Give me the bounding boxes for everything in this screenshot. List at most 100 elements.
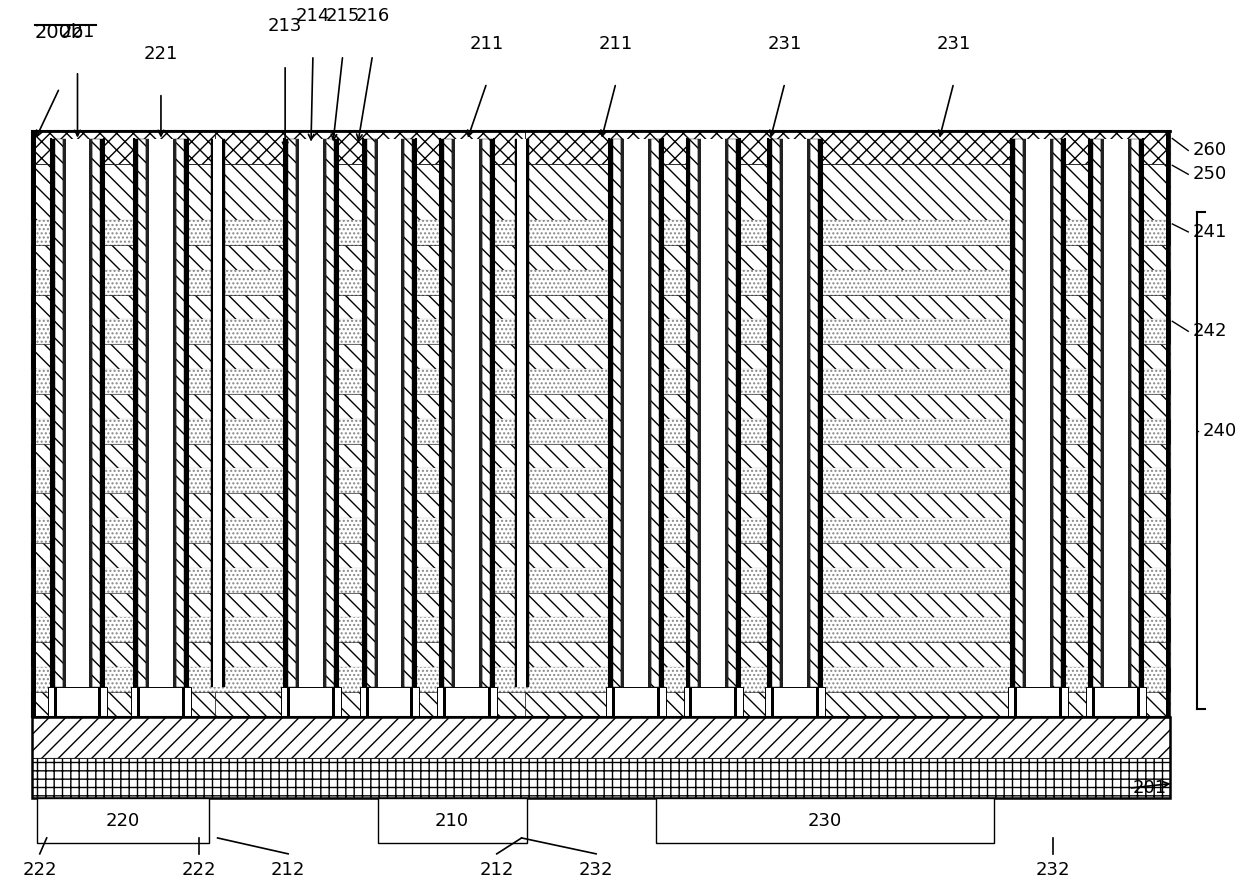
Bar xyxy=(613,138,621,687)
Bar xyxy=(98,687,102,717)
Bar xyxy=(215,220,525,245)
Bar xyxy=(55,138,62,687)
Bar xyxy=(816,687,818,717)
Bar xyxy=(702,138,725,687)
Bar xyxy=(32,245,215,269)
Bar xyxy=(32,593,215,618)
Bar xyxy=(691,138,698,687)
Bar xyxy=(32,469,215,494)
Bar xyxy=(215,667,525,692)
Bar xyxy=(176,138,184,687)
Text: 212: 212 xyxy=(480,860,513,879)
Bar xyxy=(322,138,326,687)
Bar xyxy=(215,294,525,319)
Text: 220: 220 xyxy=(105,812,140,829)
Text: 221: 221 xyxy=(144,45,179,63)
Bar xyxy=(1014,687,1017,717)
Text: 200b: 200b xyxy=(35,23,84,43)
Bar xyxy=(149,138,172,687)
Bar xyxy=(410,687,413,717)
Bar xyxy=(1012,138,1016,687)
Bar xyxy=(444,138,453,687)
Text: 230: 230 xyxy=(807,812,842,829)
Bar xyxy=(213,138,222,687)
Bar xyxy=(440,138,444,687)
Text: 211: 211 xyxy=(470,35,503,53)
Bar xyxy=(47,687,108,717)
Bar xyxy=(651,138,658,687)
Bar xyxy=(146,138,149,687)
Bar xyxy=(525,269,1171,294)
Bar xyxy=(479,138,482,687)
Bar xyxy=(1023,138,1027,687)
Text: 231: 231 xyxy=(768,35,802,53)
Bar xyxy=(525,618,1171,642)
Bar xyxy=(32,692,215,717)
Bar xyxy=(1138,138,1142,687)
Bar xyxy=(62,138,66,687)
Bar xyxy=(768,138,773,687)
Text: 241: 241 xyxy=(1192,223,1226,241)
Bar xyxy=(32,294,215,319)
Bar xyxy=(1086,687,1146,717)
Bar xyxy=(525,165,1171,220)
Bar xyxy=(32,758,1171,798)
Bar xyxy=(215,593,525,618)
Bar xyxy=(366,687,368,717)
Bar xyxy=(657,687,660,717)
Bar xyxy=(89,138,93,687)
Bar xyxy=(613,687,615,717)
Bar xyxy=(1101,138,1104,687)
Bar xyxy=(215,568,525,593)
Bar xyxy=(609,138,613,687)
Bar xyxy=(215,618,525,642)
Bar xyxy=(525,319,1171,344)
Bar xyxy=(525,568,1171,593)
Bar xyxy=(367,138,374,687)
Bar xyxy=(32,444,215,469)
Text: 222: 222 xyxy=(22,860,57,879)
Text: 211: 211 xyxy=(599,35,634,53)
Bar xyxy=(1061,138,1065,687)
Bar xyxy=(482,138,490,687)
Bar xyxy=(172,138,176,687)
Bar xyxy=(32,319,215,344)
Text: 250: 250 xyxy=(1192,166,1226,183)
Bar xyxy=(1089,138,1092,687)
Bar xyxy=(687,138,691,687)
Bar xyxy=(284,138,288,687)
Bar xyxy=(182,687,185,717)
Bar xyxy=(53,687,57,717)
Bar xyxy=(215,130,525,165)
Bar xyxy=(438,687,497,717)
Bar xyxy=(525,394,1171,419)
Bar xyxy=(32,419,215,444)
Bar xyxy=(1167,130,1171,717)
Bar xyxy=(1027,138,1050,687)
Bar xyxy=(1137,687,1140,717)
Bar xyxy=(374,138,377,687)
Bar xyxy=(737,138,740,687)
Bar xyxy=(296,138,299,687)
Bar xyxy=(525,245,1171,269)
Bar xyxy=(215,469,525,494)
Text: 210: 210 xyxy=(435,812,469,829)
Bar xyxy=(413,138,417,687)
Bar xyxy=(360,687,419,717)
Bar xyxy=(525,593,1171,618)
Bar xyxy=(525,369,1171,394)
Text: 232: 232 xyxy=(579,860,614,879)
Bar xyxy=(32,165,215,220)
Bar xyxy=(1059,687,1063,717)
Bar xyxy=(404,138,413,687)
Bar xyxy=(780,138,782,687)
Bar xyxy=(32,717,1171,798)
Bar xyxy=(647,138,651,687)
Bar xyxy=(138,687,140,717)
Bar xyxy=(32,369,215,394)
Bar xyxy=(215,642,525,667)
Bar xyxy=(525,518,1171,543)
Bar xyxy=(288,687,290,717)
Bar xyxy=(1050,138,1053,687)
Bar xyxy=(525,469,1171,494)
